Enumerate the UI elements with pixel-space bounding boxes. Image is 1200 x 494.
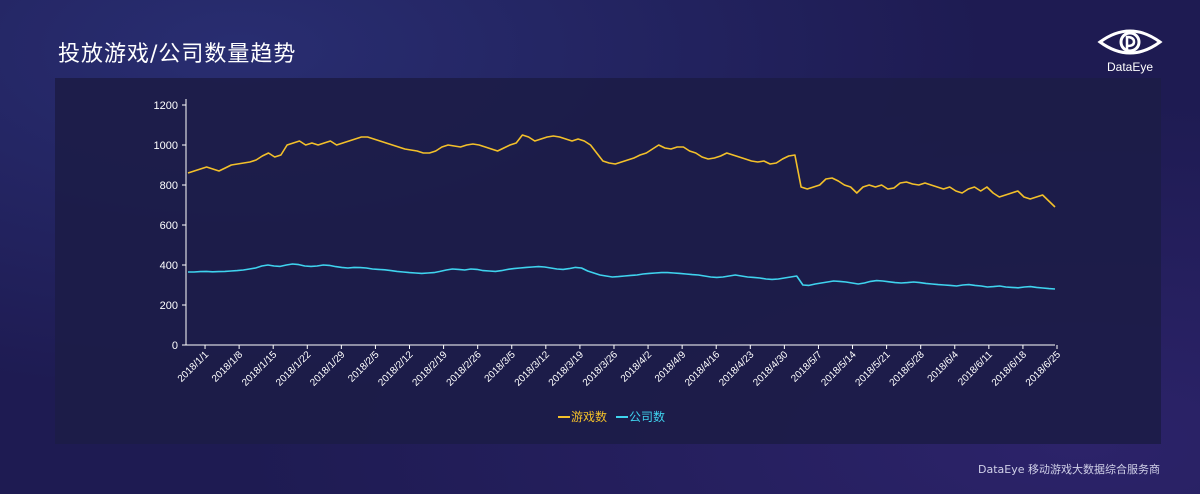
x-tick-label: 2018/5/28 — [888, 349, 928, 389]
x-tick-label: 2018/1/22 — [274, 349, 314, 389]
x-tick-label: 2018/3/12 — [513, 349, 553, 389]
footer-text: DataEye 移动游戏大数据综合服务商 — [978, 463, 1160, 476]
eye-icon — [1097, 29, 1163, 55]
y-tick-label: 1200 — [154, 100, 178, 112]
y-tick-label: 200 — [160, 300, 178, 312]
x-tick-label: 2018/6/25 — [1024, 349, 1064, 389]
chart-panel: 0 200 400 600 800 1000 1200 2018/1/1 2018/1/8 201… — [55, 78, 1161, 444]
x-tick-label: 2018/2/19 — [410, 349, 450, 389]
legend-label-companies: 公司数 — [629, 409, 665, 424]
x-tick-label: 2018/3/26 — [581, 349, 621, 389]
x-tick-label: 2018/4/16 — [683, 349, 723, 389]
logo-text: DataEye — [1106, 60, 1154, 74]
x-tick-label: 2018/2/12 — [376, 349, 416, 389]
x-tick-label: 2018/6/11 — [956, 349, 995, 388]
x-tick-label: 2018/2/26 — [445, 349, 485, 389]
x-tick-label: 2018/4/2 — [619, 349, 655, 385]
series-line-companies — [188, 263, 1056, 290]
x-tick-label: 2018/4/30 — [751, 349, 791, 389]
x-tick-label: 2018/1/1 — [176, 349, 212, 385]
x-tick-label: 2018/1/15 — [240, 349, 280, 389]
y-tick-label: 800 — [160, 180, 178, 192]
dataeye-logo: DataEye — [1090, 26, 1170, 76]
y-tick-label: 1000 — [154, 140, 178, 152]
x-tick-label: 2018/5/21 — [853, 349, 893, 389]
y-tick-label: 400 — [160, 260, 178, 272]
x-tick-label: 2018/5/14 — [819, 349, 859, 389]
x-tick-label: 2018/3/19 — [547, 349, 587, 389]
page-title: 投放游戏/公司数量趋势 — [58, 42, 297, 67]
line-chart: 0200400600800100012002018/1/12018/1/8201… — [154, 99, 1064, 424]
y-tick-label: 600 — [160, 220, 178, 232]
legend-label-games: 游戏数 — [571, 409, 607, 424]
y-tick-label: 0 — [172, 340, 178, 352]
series-line-games — [187, 134, 1056, 208]
x-tick-label: 2018/1/29 — [308, 349, 348, 389]
x-tick-label: 2018/6/18 — [990, 349, 1030, 389]
x-tick-label: 2018/4/23 — [717, 349, 757, 389]
